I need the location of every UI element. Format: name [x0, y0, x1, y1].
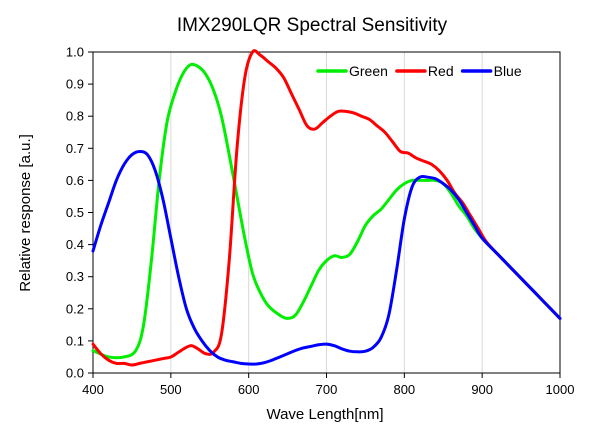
- y-tick-label-0.7: 0.7: [66, 141, 84, 156]
- series-line-blue: [91, 150, 562, 366]
- legend-label-blue: Blue: [494, 63, 522, 79]
- y-tick-label-0.5: 0.5: [66, 205, 84, 220]
- y-tick-label-0.9: 0.9: [66, 77, 84, 92]
- x-tick-label-900: 900: [471, 382, 493, 397]
- y-tick-label-0.0: 0.0: [66, 366, 84, 381]
- plot-area: 0.0 0.1 0.2 0.3 0.4 0.5 0.6 0.7 0.8 0.9 1.0 400 500 6…: [66, 45, 575, 398]
- legend-item-red: Red: [395, 63, 454, 79]
- legend-label-green: Green: [349, 63, 388, 79]
- y-tick-label-0.1: 0.1: [66, 333, 84, 348]
- y-tick-label-0.4: 0.4: [66, 237, 84, 252]
- series-line-red: [91, 49, 562, 367]
- y-tick-label-1.0: 1.0: [66, 45, 84, 60]
- x-tick-label-400: 400: [82, 382, 104, 397]
- x-tick-label-800: 800: [393, 382, 415, 397]
- x-tick-label-500: 500: [160, 382, 182, 397]
- legend-item-blue: Blue: [460, 63, 522, 79]
- x-tick-label-1000: 1000: [546, 382, 575, 397]
- x-tick-label-700: 700: [316, 382, 338, 397]
- x-axis-label: Wave Length[nm]: [266, 406, 383, 423]
- legend: Green Red Blue: [316, 63, 522, 79]
- series-line-green: [91, 62, 562, 360]
- legend-label-red: Red: [428, 63, 454, 79]
- legend-item-green: Green: [316, 63, 388, 79]
- chart-title: IMX290LQR Spectral Sensitivity: [177, 15, 448, 36]
- y-tick-label-0.2: 0.2: [66, 301, 84, 316]
- x-tick-label-600: 600: [238, 382, 260, 397]
- y-tick-label-0.3: 0.3: [66, 269, 84, 284]
- y-axis-label: Relative response [a.u.]: [17, 134, 34, 292]
- y-tick-label-0.8: 0.8: [66, 109, 84, 124]
- y-tick-label-0.6: 0.6: [66, 173, 84, 188]
